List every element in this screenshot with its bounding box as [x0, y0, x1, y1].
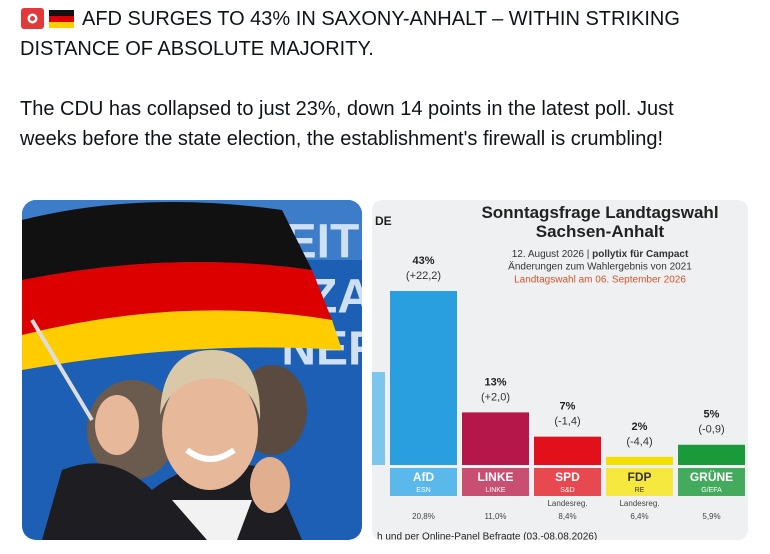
chart-title: Sonntagsfrage Landtagswahl Sachsen-Anhal… [481, 203, 719, 241]
subtitle: Änderungen zum Wahlergebnis von 2021 [508, 261, 692, 273]
value-label: 43% [412, 255, 434, 267]
source: pollytix für Campact [592, 249, 689, 260]
category-label: FDP [628, 470, 652, 484]
government-label: Landesreg. [619, 499, 659, 508]
category-label: SPD [555, 470, 580, 484]
category-box [678, 468, 745, 496]
bar [678, 444, 745, 465]
change-label: (+2,0) [481, 391, 510, 403]
bar [606, 456, 673, 465]
bar [534, 436, 601, 465]
previous-label: 11,0% [484, 512, 506, 521]
category-label: LINKE [478, 470, 514, 484]
change-label: (-4,4) [626, 436, 652, 448]
bar [462, 412, 529, 465]
date: 12. August 2026 [512, 249, 585, 260]
group-label: ESN [416, 487, 430, 494]
chart: DE Sonntagsfrage Landtagswahl Sachsen-An… [372, 200, 748, 540]
change-label: (-0,9) [698, 424, 724, 436]
group-label: LINKE [485, 487, 506, 494]
change-label: (-1,4) [554, 416, 580, 428]
emoji-icons [21, 8, 74, 29]
value-label: 13% [484, 376, 506, 388]
group-label: RE [635, 487, 645, 494]
category-box [390, 468, 457, 496]
category-label: AfD [413, 470, 435, 484]
previous-label: 8,4% [558, 512, 576, 521]
previous-label: 5,9% [702, 512, 720, 521]
corner-label: DE [375, 214, 392, 228]
value-label: 2% [632, 421, 648, 433]
value-label: 5% [704, 409, 720, 421]
photo: EIT ZA NER [22, 200, 362, 540]
bar [390, 291, 457, 465]
election-note: Landtagswahl am 06. September 2026 [514, 275, 686, 286]
footer: h und per Online-Panel Befragte (03.-08.… [377, 532, 597, 540]
value-label: 7% [560, 401, 576, 413]
government-label: Landesreg. [547, 499, 587, 508]
category-box [606, 468, 673, 496]
cropped-bar [372, 372, 385, 465]
category-box [462, 468, 529, 496]
headline: AFD SURGES TO 43% IN SAXONY-ANHALT – WIT… [20, 8, 680, 60]
date-line: 12. August 2026 | pollytix für Campact [512, 249, 689, 260]
previous-label: 6,4% [630, 512, 648, 521]
category-box [534, 468, 601, 496]
previous-label: 20,8% [412, 512, 435, 521]
title-box: Sonntagsfrage Landtagswahl Sachsen-Anhal… [481, 203, 719, 241]
change-label: (+22,2) [406, 270, 441, 282]
category-label: GRÜNE [690, 469, 733, 484]
group-label: G/EFA [701, 487, 722, 494]
group-label: S&D [560, 487, 574, 494]
post-body: The CDU has collapsed to just 23%, down … [20, 98, 674, 150]
